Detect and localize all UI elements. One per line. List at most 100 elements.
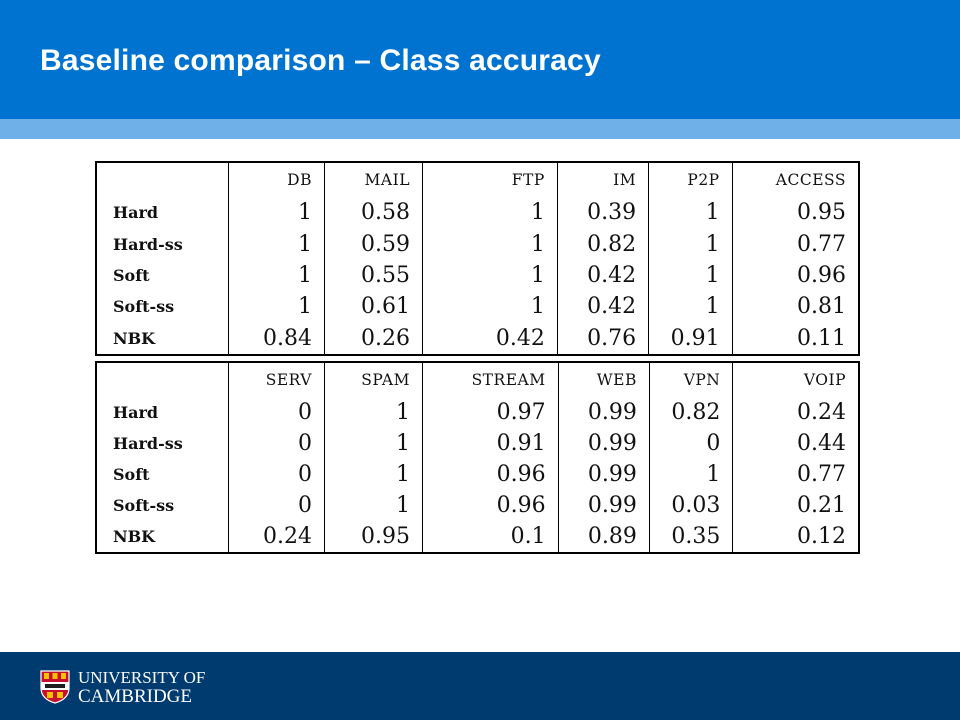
accuracy-cell: 1	[422, 197, 558, 229]
header-stripe	[0, 119, 960, 139]
accuracy-cell: 0.81	[731, 291, 858, 323]
table-row: Hard-ss 1 0.59 1 0.82 1 0.77	[97, 228, 858, 260]
table-row: Soft-ss 0 1 0.96 0.99 0.03 0.21	[97, 490, 858, 521]
row-label: Soft-ss	[113, 297, 175, 317]
accuracy-cell: 0	[648, 428, 733, 459]
logo-line-2: CAMBRIDGE	[78, 686, 193, 707]
table-corner-cell	[97, 163, 228, 197]
accuracy-cell: 1	[648, 259, 733, 292]
accuracy-cell: 0.96	[421, 459, 559, 490]
accuracy-cell: 1	[648, 459, 733, 490]
row-label: Hard	[113, 403, 159, 422]
row-label: Hard-ss	[113, 434, 183, 453]
accuracy-cell: 0.95	[323, 521, 423, 552]
accuracy-cell: 0.39	[556, 197, 649, 229]
accuracy-cell: 0	[227, 428, 325, 459]
accuracy-cell: 1	[323, 490, 423, 521]
accuracy-cell: 0.76	[556, 322, 649, 354]
slide-title: Baseline comparison – Class accuracy	[40, 44, 601, 77]
accuracy-cell: 1	[323, 428, 423, 459]
column-header: DB	[227, 163, 325, 197]
accuracy-cell: 0.99	[557, 428, 650, 459]
accuracy-cell: 0.91	[421, 428, 559, 459]
accuracy-cell: 0.44	[732, 428, 858, 459]
accuracy-cell: 0.42	[556, 259, 649, 292]
accuracy-cell: 1	[648, 197, 733, 229]
university-logo-text: UNIVERSITY OF CAMBRIDGE	[78, 668, 205, 706]
column-header: FTP	[422, 163, 558, 197]
accuracy-cell: 0.97	[421, 397, 559, 428]
row-label: NBK	[113, 527, 156, 546]
row-label: NBK	[113, 328, 156, 348]
column-header: ACCESS	[731, 163, 858, 197]
accuracy-cell: 1	[227, 197, 325, 229]
table-row: NBK 0.84 0.26 0.42 0.76 0.91 0.11	[97, 322, 858, 354]
accuracy-cell: 0.82	[556, 228, 649, 260]
column-header: P2P	[648, 163, 733, 197]
row-label: Soft	[113, 265, 150, 285]
accuracy-cell: 1	[648, 228, 733, 260]
accuracy-cell: 0.42	[556, 291, 649, 323]
accuracy-table-top: DB MAIL FTP IM P2P ACCESS Hard 1 0.58 1 0.39 1 0.95 H…	[95, 161, 860, 356]
accuracy-cell: 0.24	[227, 521, 325, 552]
accuracy-cell: 0.03	[648, 490, 733, 521]
row-label: Hard-ss	[113, 234, 183, 254]
accuracy-cell: 0.35	[648, 521, 733, 552]
row-label: Soft	[113, 465, 150, 484]
accuracy-table-bottom: SERV SPAM STREAM WEB VPN VOIP Hard 0 1 0.97 0.99 0.…	[95, 361, 860, 554]
accuracy-cell: 0.77	[732, 459, 858, 490]
cambridge-crest-icon	[40, 670, 70, 704]
accuracy-cell: 1	[323, 397, 423, 428]
column-header: SPAM	[323, 363, 423, 397]
accuracy-cell: 0.99	[557, 397, 650, 428]
accuracy-cell: 0.96	[731, 259, 858, 292]
table-row: Hard 0 1 0.97 0.99 0.82 0.24	[97, 397, 858, 428]
column-header: VOIP	[732, 363, 858, 397]
accuracy-cell: 0.58	[323, 197, 423, 229]
table-header-row: DB MAIL FTP IM P2P ACCESS	[97, 163, 858, 197]
accuracy-cell: 1	[422, 259, 558, 292]
accuracy-cell: 0.61	[323, 291, 423, 323]
accuracy-cell: 0.99	[557, 490, 650, 521]
column-header: VPN	[648, 363, 733, 397]
table-row: Soft 1 0.55 1 0.42 1 0.96	[97, 259, 858, 292]
logo-line-1: UNIVERSITY OF	[78, 668, 206, 687]
accuracy-cell: 0	[227, 490, 325, 521]
accuracy-cell: 0.59	[323, 228, 423, 260]
table-row: NBK 0.24 0.95 0.1 0.89 0.35 0.12	[97, 521, 858, 552]
column-header: SERV	[227, 363, 325, 397]
accuracy-cell: 1	[227, 291, 325, 323]
slide-header: Baseline comparison – Class accuracy	[0, 0, 960, 119]
accuracy-cell: 0.42	[422, 322, 558, 354]
table-row: Soft 0 1 0.96 0.99 1 0.77	[97, 459, 858, 490]
accuracy-cell: 0.1	[421, 521, 559, 552]
accuracy-cell: 0.82	[648, 397, 733, 428]
accuracy-cell: 0	[227, 459, 325, 490]
accuracy-cell: 1	[422, 291, 558, 323]
accuracy-cell: 0.21	[732, 490, 858, 521]
column-header: IM	[556, 163, 649, 197]
table-row: Soft-ss 1 0.61 1 0.42 1 0.81	[97, 291, 858, 323]
accuracy-cell: 1	[227, 259, 325, 292]
accuracy-cell: 0.26	[323, 322, 423, 354]
slide-footer: UNIVERSITY OF CAMBRIDGE	[0, 652, 960, 720]
accuracy-cell: 0.91	[648, 322, 733, 354]
accuracy-cell: 0.84	[227, 322, 325, 354]
row-label: Hard	[113, 203, 159, 223]
accuracy-cell: 0.12	[732, 521, 858, 552]
accuracy-cell: 1	[227, 228, 325, 260]
table-row: Hard 1 0.58 1 0.39 1 0.95	[97, 197, 858, 229]
accuracy-cell: 1	[323, 459, 423, 490]
accuracy-table-bottom-grid: SERV SPAM STREAM WEB VPN VOIP Hard 0 1 0.97 0.99 0.…	[97, 363, 858, 552]
accuracy-cell: 0.24	[732, 397, 858, 428]
table-row: Hard-ss 0 1 0.91 0.99 0 0.44	[97, 428, 858, 459]
accuracy-cell: 0	[227, 397, 325, 428]
accuracy-cell: 0.96	[421, 490, 559, 521]
accuracy-cell: 0.11	[731, 322, 858, 354]
row-label: Soft-ss	[113, 496, 175, 515]
column-header: MAIL	[323, 163, 423, 197]
accuracy-cell: 0.89	[557, 521, 650, 552]
accuracy-cell: 0.55	[323, 259, 423, 292]
table-corner-cell	[97, 363, 228, 397]
accuracy-cell: 0.77	[731, 228, 858, 260]
